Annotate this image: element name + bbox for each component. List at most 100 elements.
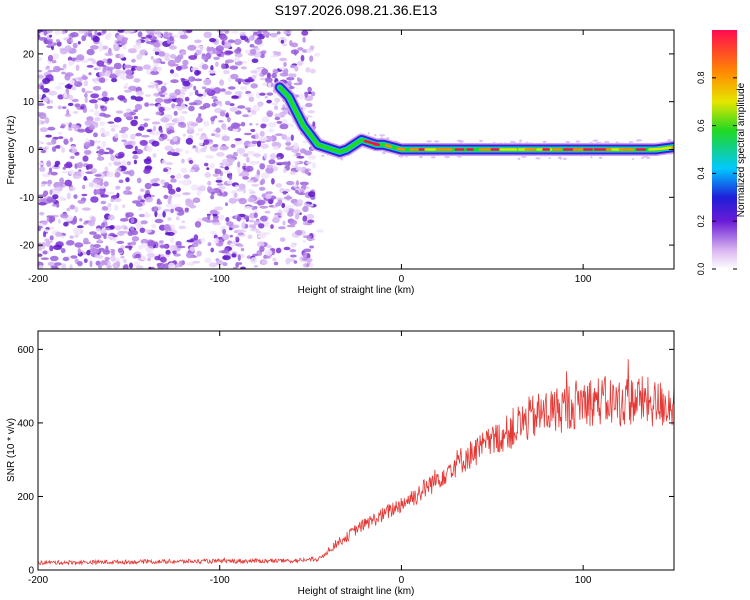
noise-blob (107, 58, 113, 64)
spectrogram-x-label: Height of straight line (km) (298, 285, 415, 296)
noise-blob (92, 36, 100, 43)
noise-blob (90, 196, 99, 203)
noise-blob (185, 199, 195, 207)
noise-blob (80, 170, 85, 176)
noise-blob (290, 171, 296, 175)
noise-blob (78, 30, 87, 34)
x-tick-label: 0 (399, 274, 405, 285)
noise-blob (225, 221, 234, 227)
noise-blob (72, 111, 79, 114)
noise-blob (182, 133, 186, 137)
noise-blob (272, 257, 277, 262)
noise-blob (210, 116, 216, 122)
noise-blob (145, 34, 153, 39)
noise-blob (130, 133, 136, 140)
trace-halo (426, 140, 432, 143)
spectrogram-y-axis: -20 -10 0 10 20 (20, 49, 674, 252)
trace-halo (548, 156, 551, 160)
noise-blob (86, 48, 95, 56)
noise-blob (56, 39, 60, 43)
noise-blob (63, 122, 70, 125)
noise-blob (290, 134, 294, 141)
noise-blob (250, 30, 259, 33)
noise-blob (282, 220, 286, 226)
noise-blob (69, 204, 76, 210)
noise-blob (38, 37, 48, 41)
noise-blob (90, 93, 100, 99)
noise-blob (114, 198, 122, 203)
noise-blob (287, 211, 294, 217)
noise-blob (263, 153, 268, 160)
noise-blob (259, 30, 268, 33)
noise-blob (297, 192, 306, 196)
noise-blob (248, 35, 255, 41)
noise-blob (197, 127, 204, 132)
noise-blob (130, 241, 137, 246)
noise-blob (122, 204, 126, 209)
noise-blob (230, 143, 236, 148)
trace-halo (521, 155, 527, 158)
noise-blob (69, 79, 75, 85)
noise-blob (212, 173, 219, 177)
noise-blob (151, 183, 160, 187)
noise-blob (282, 108, 289, 115)
noise-blob (252, 153, 262, 157)
noise-blob (177, 30, 185, 36)
noise-blob (237, 254, 241, 261)
noise-blob (251, 205, 256, 211)
noise-blob (106, 235, 114, 240)
noise-blob (125, 69, 133, 75)
noise-blob (197, 93, 204, 97)
noise-blob (304, 91, 309, 98)
noise-blob (139, 49, 148, 56)
noise-blob (259, 205, 269, 209)
noise-blob (259, 245, 265, 253)
trace-halo (519, 139, 523, 142)
noise-blob (215, 61, 219, 67)
noise-blob (301, 30, 309, 36)
noise-blob (163, 209, 171, 212)
noise-blob (281, 202, 286, 209)
noise-blob (132, 154, 139, 160)
noise-blob (212, 222, 222, 226)
noise-blob (204, 162, 209, 167)
noise-blob (123, 30, 131, 34)
noise-blob (221, 40, 225, 46)
noise-blob (38, 247, 42, 251)
noise-blob (175, 65, 182, 71)
noise-blob (120, 255, 125, 259)
noise-blob (207, 214, 211, 220)
noise-blob (49, 245, 54, 252)
noise-blob (119, 230, 129, 234)
noise-blob (216, 177, 223, 180)
noise-blob (48, 90, 58, 96)
noise-blob (236, 167, 241, 174)
noise-blob (248, 219, 255, 223)
noise-blob (77, 128, 86, 133)
noise-blob (243, 132, 252, 136)
noise-blob (74, 242, 84, 248)
noise-blob (51, 146, 57, 152)
noise-blob (197, 149, 202, 154)
noise-blob (299, 188, 305, 192)
noise-blob (205, 154, 214, 159)
noise-blob (39, 166, 46, 172)
noise-blob (209, 209, 218, 215)
noise-blob (139, 139, 148, 146)
noise-blob (219, 214, 225, 221)
noise-blob (145, 196, 153, 203)
noise-blob (118, 72, 125, 80)
trace-halo (636, 139, 639, 142)
noise-blob (106, 171, 114, 178)
noise-blob (254, 38, 263, 45)
noise-blob (153, 125, 157, 131)
noise-blob (229, 243, 236, 248)
noise-blob (175, 241, 182, 246)
noise-blob (170, 178, 177, 183)
noise-blob (253, 31, 257, 37)
noise-blob (227, 39, 235, 44)
noise-blob (312, 121, 316, 127)
noise-blob (128, 85, 137, 91)
noise-blob (122, 264, 129, 269)
noise-blob (246, 165, 254, 172)
